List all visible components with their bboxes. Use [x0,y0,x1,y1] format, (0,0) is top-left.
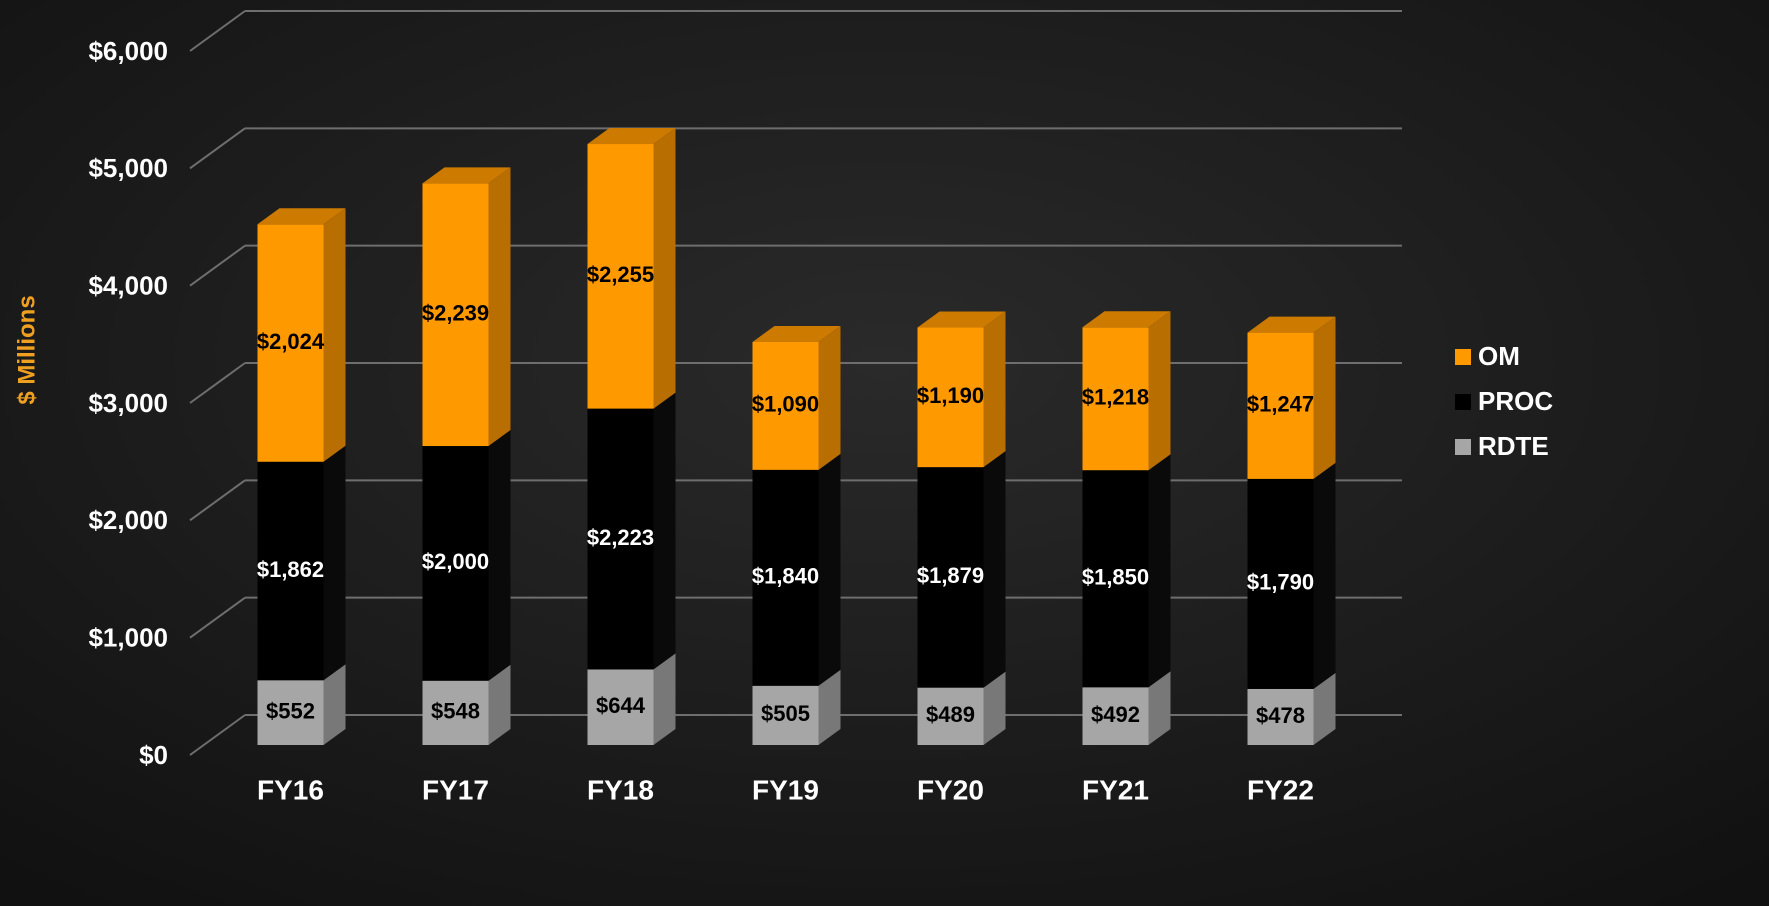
data-label: $1,190 [917,383,984,408]
bar-segment [917,467,984,688]
bar-segment [422,680,489,745]
bar-top [752,325,841,342]
grid-line-diagonal [189,362,246,404]
bar-top [587,128,676,145]
bar-side [818,453,841,686]
bar-segment [257,224,324,462]
bar-side [983,671,1006,745]
data-label: $1,790 [1247,570,1314,595]
bar-segment [752,469,819,686]
bar-segment [1082,687,1149,745]
data-label: $548 [431,699,480,724]
bar-segment [422,183,489,447]
data-label: $644 [596,693,646,718]
bar-side [653,128,676,409]
bar-segment [257,680,324,745]
data-label: $1,862 [257,557,324,582]
bar-side [1313,462,1336,689]
legend-label: RDTE [1478,431,1549,461]
data-label: $2,024 [257,329,325,354]
y-axis-title: $ Millions [13,295,40,404]
bar-segment [587,669,654,745]
grid-line-diagonal [189,596,246,639]
bar-segment [587,408,654,670]
data-label: $2,000 [422,549,489,574]
legend-label: PROC [1478,386,1553,416]
bar-top [257,208,346,225]
bar-side [488,167,511,447]
bar-segment [1247,688,1314,745]
y-tick-label: $1,000 [88,623,168,653]
legend-swatch [1455,439,1471,455]
data-label: $1,090 [752,392,819,417]
bar-segment [752,341,819,470]
bar-top [917,311,1006,328]
bar-side [1313,316,1336,479]
x-tick-label: FY21 [1082,774,1149,805]
bar-side [323,664,346,745]
bar-segment [917,327,984,468]
legend-label: OM [1478,341,1520,371]
bar-segment [422,446,489,681]
data-label: $2,255 [587,262,654,287]
x-tick-label: FY19 [752,774,819,805]
bar-side [653,392,676,670]
data-label: $1,840 [752,564,819,589]
data-label: $2,223 [587,525,654,550]
grid-line-diagonal [189,10,246,52]
bar-top [1082,311,1171,328]
x-tick-label: FY17 [422,774,489,805]
bar-segment [1082,327,1149,471]
bar-side [1148,671,1171,745]
legend-swatch [1455,394,1471,410]
y-tick-label: $5,000 [88,153,168,183]
grid-line-diagonal [189,127,246,170]
grid-line-diagonal [189,244,246,287]
bar-segment [1082,470,1149,688]
data-label: $505 [761,701,810,726]
data-label: $489 [926,702,975,727]
bar-side [323,445,346,681]
bar-segment [917,687,984,745]
data-label: $492 [1091,702,1140,727]
bar-side [1148,454,1171,688]
bar-side [1148,311,1171,471]
bar-side [488,430,511,681]
data-label: $1,879 [917,563,984,588]
grid-line-diagonal [189,479,246,522]
bar-segment [257,461,324,681]
grid-line-diagonal [189,714,246,756]
bar-top [1247,316,1336,333]
y-tick-label: $2,000 [88,505,168,535]
x-tick-label: FY20 [917,774,984,805]
bar-side [1313,672,1336,745]
data-label: $552 [266,698,315,723]
bar-side [323,208,346,462]
y-tick-label: $4,000 [88,271,168,301]
bar-segment [587,144,654,409]
x-tick-label: FY22 [1247,774,1314,805]
bar-side [653,653,676,745]
x-tick-label: FY16 [257,774,324,805]
data-label: $1,247 [1247,392,1314,417]
bar-segment [752,685,819,745]
data-label: $1,218 [1082,385,1149,410]
bar-side [983,451,1006,688]
legend-swatch [1455,349,1471,365]
data-label: $2,239 [422,300,489,325]
data-label: $1,850 [1082,565,1149,590]
bar-segment [1247,478,1314,689]
bar-side [818,325,841,470]
data-label: $478 [1256,703,1305,728]
x-tick-label: FY18 [587,774,654,805]
bar-top [422,167,511,184]
bar-side [983,311,1006,468]
y-tick-label: $0 [139,740,168,770]
bar-segment [1247,332,1314,479]
bar-side [818,669,841,745]
y-tick-label: $3,000 [88,388,168,418]
bar-side [488,664,511,745]
y-tick-label: $6,000 [88,36,168,66]
